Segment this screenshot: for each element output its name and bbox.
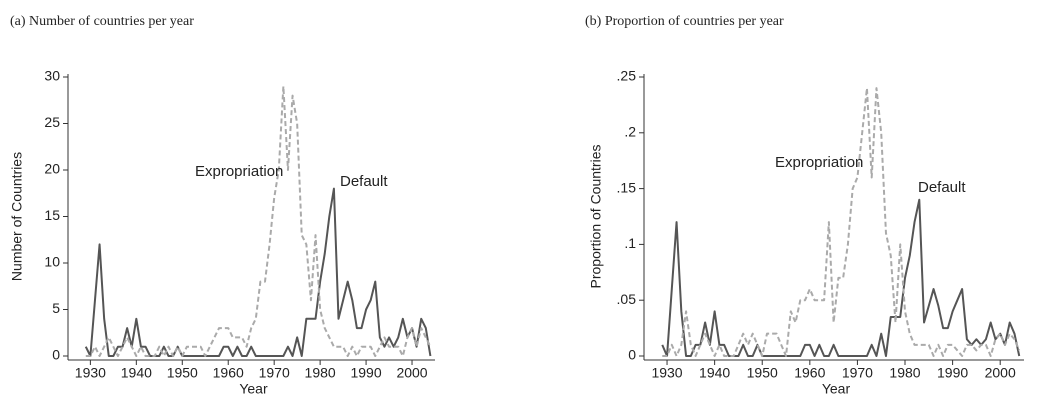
- x-tick-label: 1950: [167, 365, 198, 381]
- y-tick-label: .05: [617, 291, 637, 307]
- x-tick-label: 1970: [259, 365, 290, 381]
- y-tick-label: .15: [617, 179, 637, 195]
- y-tick-label: 10: [44, 254, 60, 270]
- y-axis-label: Proportion of Countries: [588, 145, 604, 289]
- annotation: Expropriation: [775, 154, 863, 171]
- panel-title: (a) Number of countries per year: [10, 14, 194, 29]
- x-tick-label: 1970: [842, 365, 873, 381]
- y-tick-label: 15: [44, 207, 60, 223]
- y-tick-label: .2: [624, 124, 636, 140]
- y-tick-label: 5: [52, 300, 60, 316]
- y-axis-label: Number of Countries: [9, 152, 25, 281]
- x-tick-label: 1940: [699, 365, 730, 381]
- annotation: Default: [340, 173, 388, 190]
- x-tick-label: 2000: [985, 365, 1016, 381]
- y-tick-label: .25: [617, 68, 637, 84]
- panel-title: (b) Proportion of countries per year: [585, 14, 784, 29]
- x-tick-label: 1980: [889, 365, 920, 381]
- x-tick-label: 1990: [937, 365, 968, 381]
- x-tick-label: 1930: [75, 365, 106, 381]
- x-tick-label: 2000: [396, 365, 427, 381]
- annotation: Default: [918, 179, 966, 196]
- x-tick-label: 1980: [305, 365, 336, 381]
- series-line: [661, 198, 1021, 357]
- series-line: [85, 85, 432, 357]
- x-axis-label: Year: [239, 381, 268, 397]
- x-tick-label: 1960: [794, 365, 825, 381]
- x-tick-label: 1960: [213, 365, 244, 381]
- y-tick-label: 0: [52, 347, 60, 363]
- x-axis-label: Year: [822, 381, 851, 397]
- series-line: [84, 187, 432, 357]
- x-tick-label: 1990: [350, 365, 381, 381]
- y-tick-label: 20: [44, 161, 60, 177]
- y-tick-label: .1: [624, 235, 636, 251]
- y-tick-label: 30: [44, 68, 60, 84]
- x-tick-label: 1940: [121, 365, 152, 381]
- annotation: Expropriation: [195, 163, 283, 180]
- x-tick-label: 1950: [747, 365, 778, 381]
- x-tick-label: 1930: [651, 365, 682, 381]
- y-tick-label: 0: [628, 347, 636, 363]
- y-tick-label: 25: [44, 114, 60, 130]
- series-line: [662, 87, 1021, 357]
